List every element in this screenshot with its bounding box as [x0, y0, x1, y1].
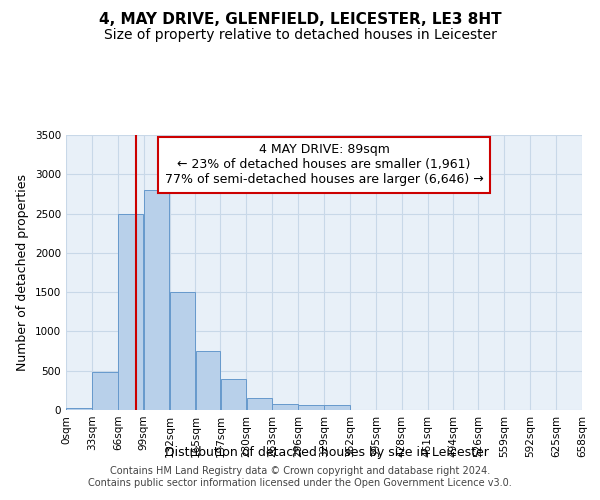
Bar [170, 292, 195, 410]
Text: 4 MAY DRIVE: 89sqm
← 23% of detached houses are smaller (1,961)
77% of semi-deta: 4 MAY DRIVE: 89sqm ← 23% of detached hou… [164, 143, 484, 186]
Bar [196, 351, 220, 410]
Bar [324, 406, 350, 410]
Text: 4, MAY DRIVE, GLENFIELD, LEICESTER, LE3 8HT: 4, MAY DRIVE, GLENFIELD, LEICESTER, LE3 … [98, 12, 502, 28]
Bar [298, 406, 324, 410]
Bar [272, 404, 298, 410]
Bar [144, 190, 169, 410]
Bar [247, 398, 272, 410]
Bar [92, 372, 118, 410]
Text: Contains HM Land Registry data © Crown copyright and database right 2024.
Contai: Contains HM Land Registry data © Crown c… [88, 466, 512, 487]
Bar [66, 408, 92, 410]
Text: Size of property relative to detached houses in Leicester: Size of property relative to detached ho… [104, 28, 496, 42]
Bar [118, 214, 143, 410]
Y-axis label: Number of detached properties: Number of detached properties [16, 174, 29, 371]
Text: Distribution of detached houses by size in Leicester: Distribution of detached houses by size … [165, 446, 489, 459]
Bar [221, 378, 246, 410]
